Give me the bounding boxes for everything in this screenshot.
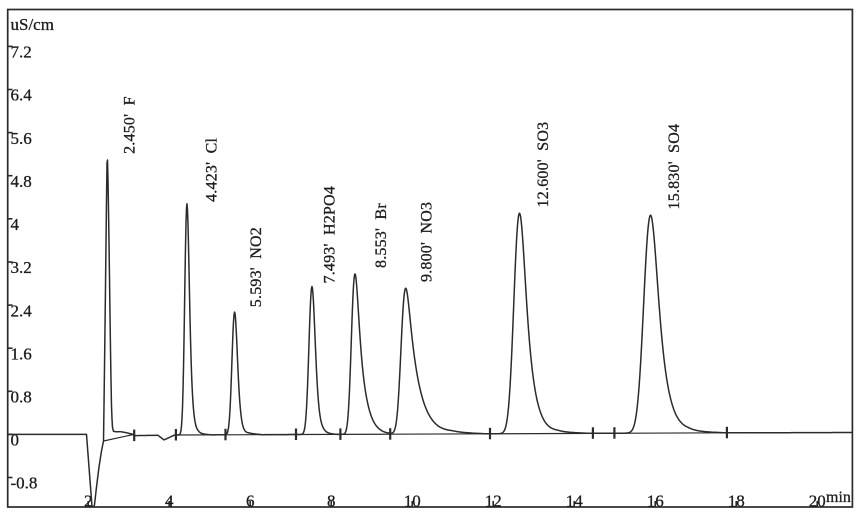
svg-text:18: 18 [728, 491, 745, 510]
svg-text:2.450' F: 2.450' F [122, 96, 139, 154]
svg-text:4.423' Cl: 4.423' Cl [203, 138, 220, 202]
svg-text:4.8: 4.8 [11, 172, 32, 191]
svg-text:2.4: 2.4 [11, 301, 33, 320]
svg-text:12.600' SO3: 12.600' SO3 [535, 122, 552, 208]
svg-text:7.493' H2PO4: 7.493' H2PO4 [322, 186, 339, 284]
svg-text:8: 8 [327, 491, 336, 510]
svg-text:1.6: 1.6 [11, 344, 32, 363]
svg-text:8.553' Br: 8.553' Br [373, 203, 390, 268]
svg-text:9.800' NO3: 9.800' NO3 [418, 202, 435, 282]
svg-text:16: 16 [647, 491, 664, 510]
svg-text:7.2: 7.2 [11, 43, 32, 62]
svg-text:6: 6 [246, 491, 255, 510]
svg-text:15.830' SO4: 15.830' SO4 [666, 124, 683, 210]
svg-text:12: 12 [485, 491, 502, 510]
svg-text:uS/cm: uS/cm [11, 15, 54, 34]
svg-text:2: 2 [84, 491, 93, 510]
svg-text:4: 4 [165, 491, 174, 510]
svg-text:6.4: 6.4 [11, 86, 33, 105]
svg-text:min: min [826, 489, 851, 506]
svg-text:3.2: 3.2 [11, 258, 32, 277]
svg-text:-0.8: -0.8 [11, 474, 38, 493]
svg-text:0.8: 0.8 [11, 388, 32, 407]
svg-text:5.6: 5.6 [11, 129, 32, 148]
svg-text:20: 20 [809, 491, 826, 510]
svg-text:0: 0 [11, 431, 20, 450]
svg-text:5.593' NO2: 5.593' NO2 [248, 227, 265, 307]
svg-text:10: 10 [404, 491, 421, 510]
svg-text:14: 14 [566, 491, 584, 510]
svg-text:4: 4 [11, 215, 20, 234]
